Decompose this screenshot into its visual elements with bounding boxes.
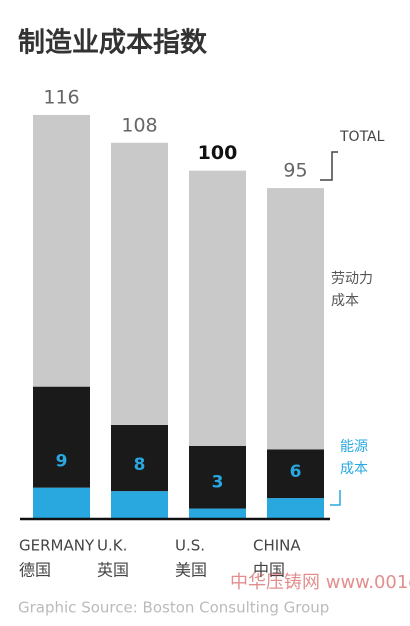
energy-value-label: 8 <box>134 455 146 475</box>
total-value-label: 95 <box>283 160 307 182</box>
bar-segment <box>111 491 168 519</box>
energy-value-label: 3 <box>212 473 224 493</box>
watermark: 中华压铸网 www.001cndc.com <box>230 572 410 593</box>
total-value-label: 100 <box>198 142 238 164</box>
bar-segment <box>33 114 90 387</box>
labor-label: 劳动力成本 <box>331 271 373 309</box>
x-tick-label-zh: 美国 <box>175 561 207 580</box>
x-tick-label-zh: 英国 <box>97 561 129 580</box>
x-tick-label: CHINA <box>253 537 301 555</box>
bar-segment <box>111 424 168 492</box>
bar-segment <box>267 498 324 519</box>
energy-value-label: 9 <box>56 452 68 472</box>
bar-segment <box>189 445 246 509</box>
energy-label: 能源成本 <box>340 439 368 477</box>
bar-segment <box>189 170 246 446</box>
energy-value-label: 6 <box>290 462 302 482</box>
x-tick-label: U.S. <box>175 537 205 555</box>
chart-title: 制造业成本指数 <box>18 28 208 59</box>
bar-segment <box>33 487 90 519</box>
source: Graphic Source: Boston Consulting Group <box>18 599 329 617</box>
total-value-label: 108 <box>121 114 157 136</box>
total-value-label: 116 <box>43 86 79 108</box>
total-label: TOTAL <box>339 129 385 145</box>
x-tick-label: U.K. <box>97 537 127 555</box>
x-tick-label-zh: 德国 <box>19 561 51 580</box>
energy-bracket <box>330 490 341 506</box>
total-bracket <box>320 151 338 181</box>
bar-segment <box>33 386 90 488</box>
bar-segment <box>267 188 324 450</box>
x-tick-label-zh: 中国 <box>253 561 285 580</box>
bar-segment <box>111 142 168 425</box>
bar-segment <box>267 449 324 499</box>
bar-segment <box>189 508 246 519</box>
x-tick-label: GERMANY <box>19 537 95 555</box>
